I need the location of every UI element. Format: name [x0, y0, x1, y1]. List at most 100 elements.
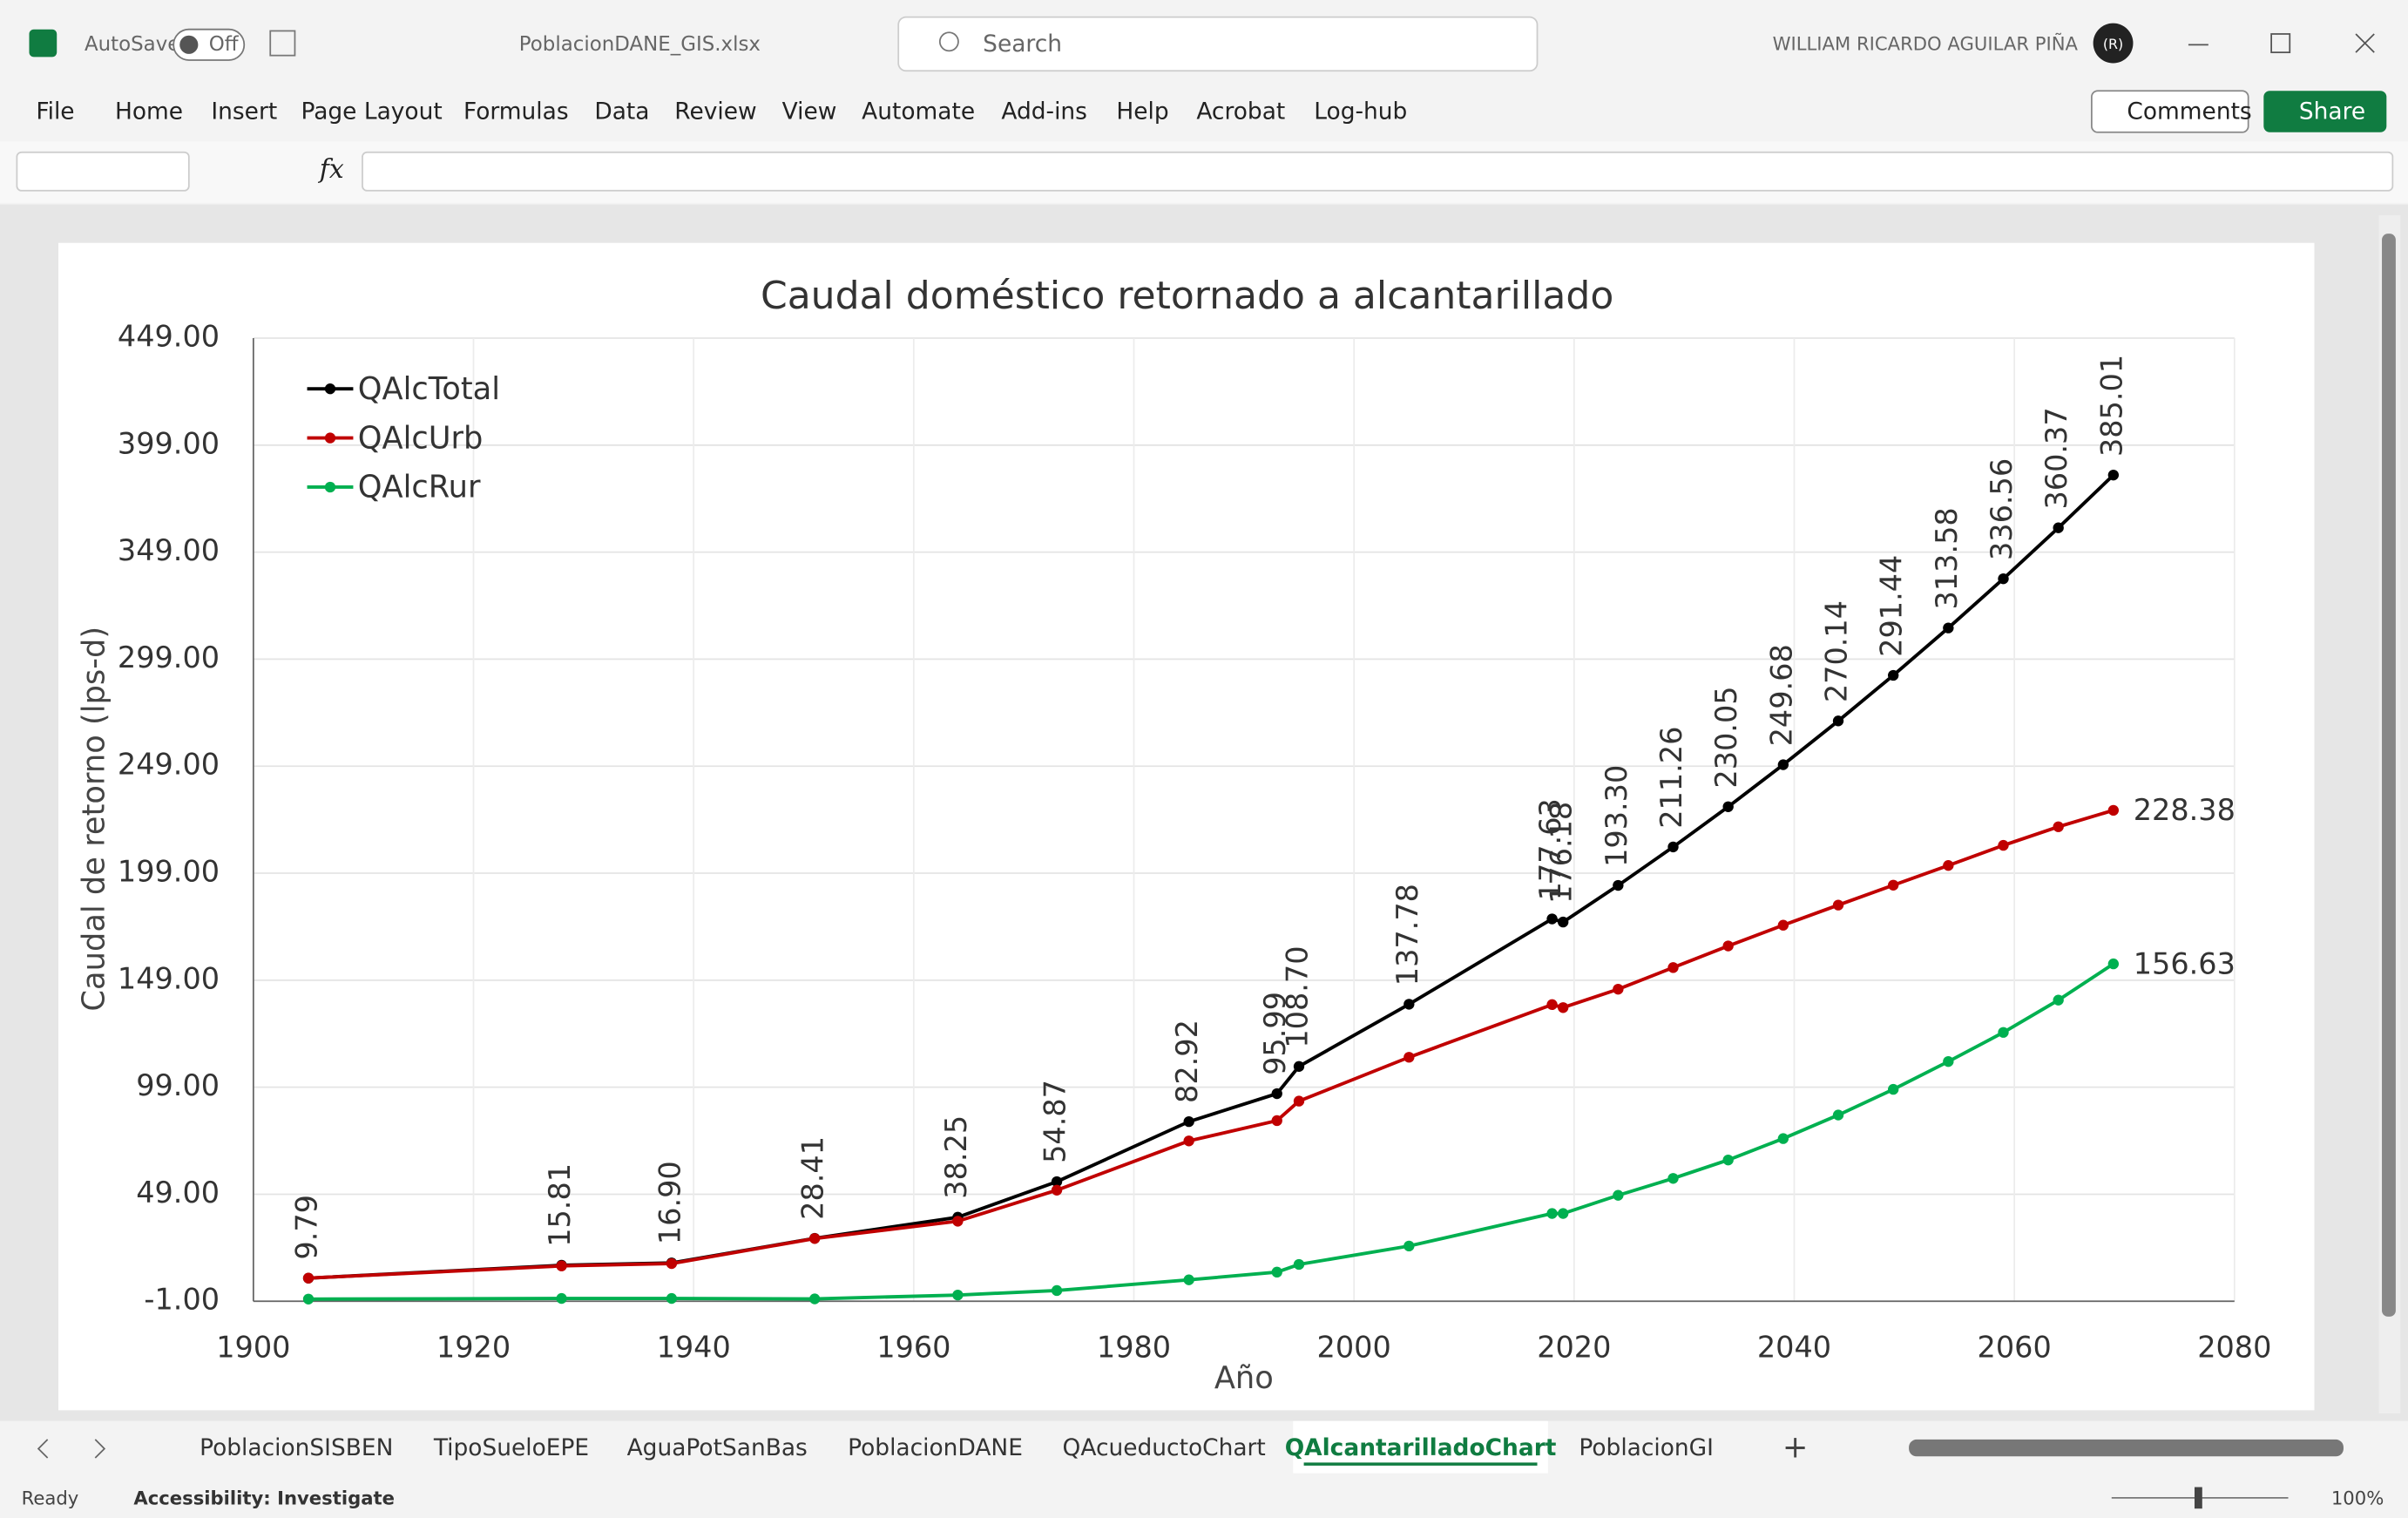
legend-marker	[324, 432, 336, 444]
data-point	[1404, 999, 1415, 1010]
sheet-tab[interactable]: QAlcantarilladoChart	[1285, 1434, 1557, 1461]
accessibility-status[interactable]: Accessibility: Investigate	[133, 1488, 395, 1509]
ribbon-tabs: File Home Insert Page Layout Formulas Data Rev…	[36, 98, 1407, 125]
data-point	[2053, 994, 2064, 1006]
x-tick-label: 1900	[216, 1330, 290, 1364]
data-label: 54.87	[1038, 1080, 1072, 1163]
data-label: 291.44	[1875, 555, 1909, 657]
y-tick-label: 299.00	[118, 640, 220, 674]
search-box[interactable]	[897, 16, 1539, 72]
ribbon-tab[interactable]: Help	[1116, 98, 1168, 125]
data-point	[1051, 1284, 1063, 1297]
data-point	[1558, 916, 1569, 928]
maximize-button[interactable]	[2270, 33, 2291, 54]
data-point	[808, 1293, 821, 1305]
tab-nav-arrows[interactable]	[37, 1439, 106, 1459]
data-label: 137.78	[1390, 884, 1424, 986]
x-tick-label: 1920	[436, 1330, 511, 1364]
zoom-level[interactable]: 100%	[2331, 1488, 2384, 1509]
fx-button[interactable]: fx	[318, 154, 344, 185]
legend-label[interactable]: QAlcTotal	[358, 371, 500, 407]
y-tick-label: 349.00	[118, 533, 220, 567]
data-point	[2053, 821, 2064, 832]
sheet-tab[interactable]: PoblacionGI	[1579, 1434, 1714, 1461]
status-bar	[0, 1477, 2408, 1518]
data-point	[1722, 940, 1734, 952]
search-placeholder: Search	[983, 30, 1062, 58]
legend-label[interactable]: QAlcUrb	[358, 420, 484, 456]
data-point	[2107, 958, 2120, 970]
ribbon-tab[interactable]: Home	[115, 98, 183, 125]
ribbon-tab[interactable]: View	[782, 98, 837, 125]
data-point	[2107, 470, 2120, 481]
sheet-tab[interactable]: PoblacionSISBEN	[200, 1434, 393, 1461]
data-label: 360.37	[2039, 407, 2073, 509]
data-label: 211.26	[1654, 727, 1688, 829]
data-label: 336.56	[1985, 458, 2019, 560]
data-point	[2107, 804, 2120, 817]
comments-button[interactable]	[2090, 90, 2249, 133]
excel-icon[interactable]	[29, 29, 57, 58]
autosave-state: Off	[209, 33, 240, 56]
scroll-thumb[interactable]	[2382, 234, 2396, 1317]
data-label: 230.05	[1709, 686, 1743, 788]
y-tick-label: 99.00	[136, 1068, 220, 1102]
data-point	[1888, 669, 1899, 681]
sheet-tab[interactable]: TipoSueloEPE	[433, 1434, 589, 1461]
user-name: WILLIAM RICARDO AGUILAR PIÑA	[1773, 31, 2079, 54]
close-button[interactable]	[2355, 33, 2375, 53]
zoom-thumb[interactable]	[2194, 1487, 2202, 1509]
data-point	[1293, 1095, 1305, 1107]
search-icon	[938, 31, 959, 52]
data-point	[1943, 1055, 1954, 1067]
data-point	[1998, 839, 2009, 851]
data-label: 38.25	[939, 1115, 973, 1199]
ribbon-tab[interactable]: Review	[674, 98, 756, 125]
data-label: 82.92	[1170, 1020, 1204, 1103]
sheet-tab[interactable]: QAcueductoChart	[1063, 1434, 1266, 1461]
data-point	[1558, 1208, 1569, 1219]
ribbon-tab[interactable]: Add-ins	[1001, 98, 1087, 125]
sheet-tabs: PoblacionSISBEN TipoSueloEPE AguaPotSanBas…	[200, 1420, 1714, 1474]
data-label: 156.63	[2134, 946, 2236, 980]
data-label: 108.70	[1280, 945, 1314, 1047]
share-button[interactable]	[2263, 91, 2387, 132]
data-label: 193.30	[1600, 765, 1634, 867]
y-tick-label: 149.00	[118, 961, 220, 995]
data-point	[1777, 1133, 1789, 1144]
data-point	[1183, 1115, 1194, 1128]
avatar[interactable]	[2093, 23, 2134, 64]
ribbon-tab[interactable]: File	[36, 98, 74, 125]
ribbon-tab[interactable]: Data	[594, 98, 649, 125]
ribbon-tab[interactable]: Insert	[211, 98, 277, 125]
data-point	[1183, 1274, 1194, 1285]
save-icon[interactable]	[269, 30, 296, 57]
x-tick-label: 1960	[876, 1330, 950, 1364]
sheet-tab[interactable]: PoblacionDANE	[848, 1434, 1023, 1461]
sheet-tab[interactable]: AguaPotSanBas	[627, 1434, 808, 1461]
data-point	[1722, 801, 1734, 812]
data-point	[1271, 1115, 1282, 1127]
chart-area[interactable]	[57, 242, 2315, 1411]
share-label: Share	[2299, 98, 2365, 125]
horizontal-scroll-thumb[interactable]	[1909, 1439, 2344, 1457]
series-line	[308, 809, 2114, 1280]
name-box[interactable]	[16, 151, 190, 192]
legend-label[interactable]: QAlcRur	[358, 470, 481, 505]
x-tick-label: 2040	[1757, 1330, 1831, 1364]
data-label: 95.99	[1258, 992, 1292, 1075]
add-sheet[interactable]: +	[1782, 1429, 1809, 1465]
ribbon-tab[interactable]: Automate	[862, 98, 975, 125]
file-name[interactable]: PoblacionDANE_GIS.xlsx	[519, 33, 761, 56]
ribbon-tab[interactable]: Acrobat	[1196, 98, 1285, 125]
ribbon-tab[interactable]: Page Layout	[301, 98, 442, 125]
x-tick-label: 2060	[1978, 1330, 2052, 1364]
ribbon-tab[interactable]: Formulas	[463, 98, 569, 125]
formula-input[interactable]	[362, 151, 2394, 192]
y-axis-title: Caudal de retorno (lps-d)	[76, 627, 112, 1012]
ribbon-tab[interactable]: Log-hub	[1314, 98, 1407, 125]
data-label: 9.79	[290, 1195, 324, 1260]
data-point	[808, 1233, 821, 1244]
